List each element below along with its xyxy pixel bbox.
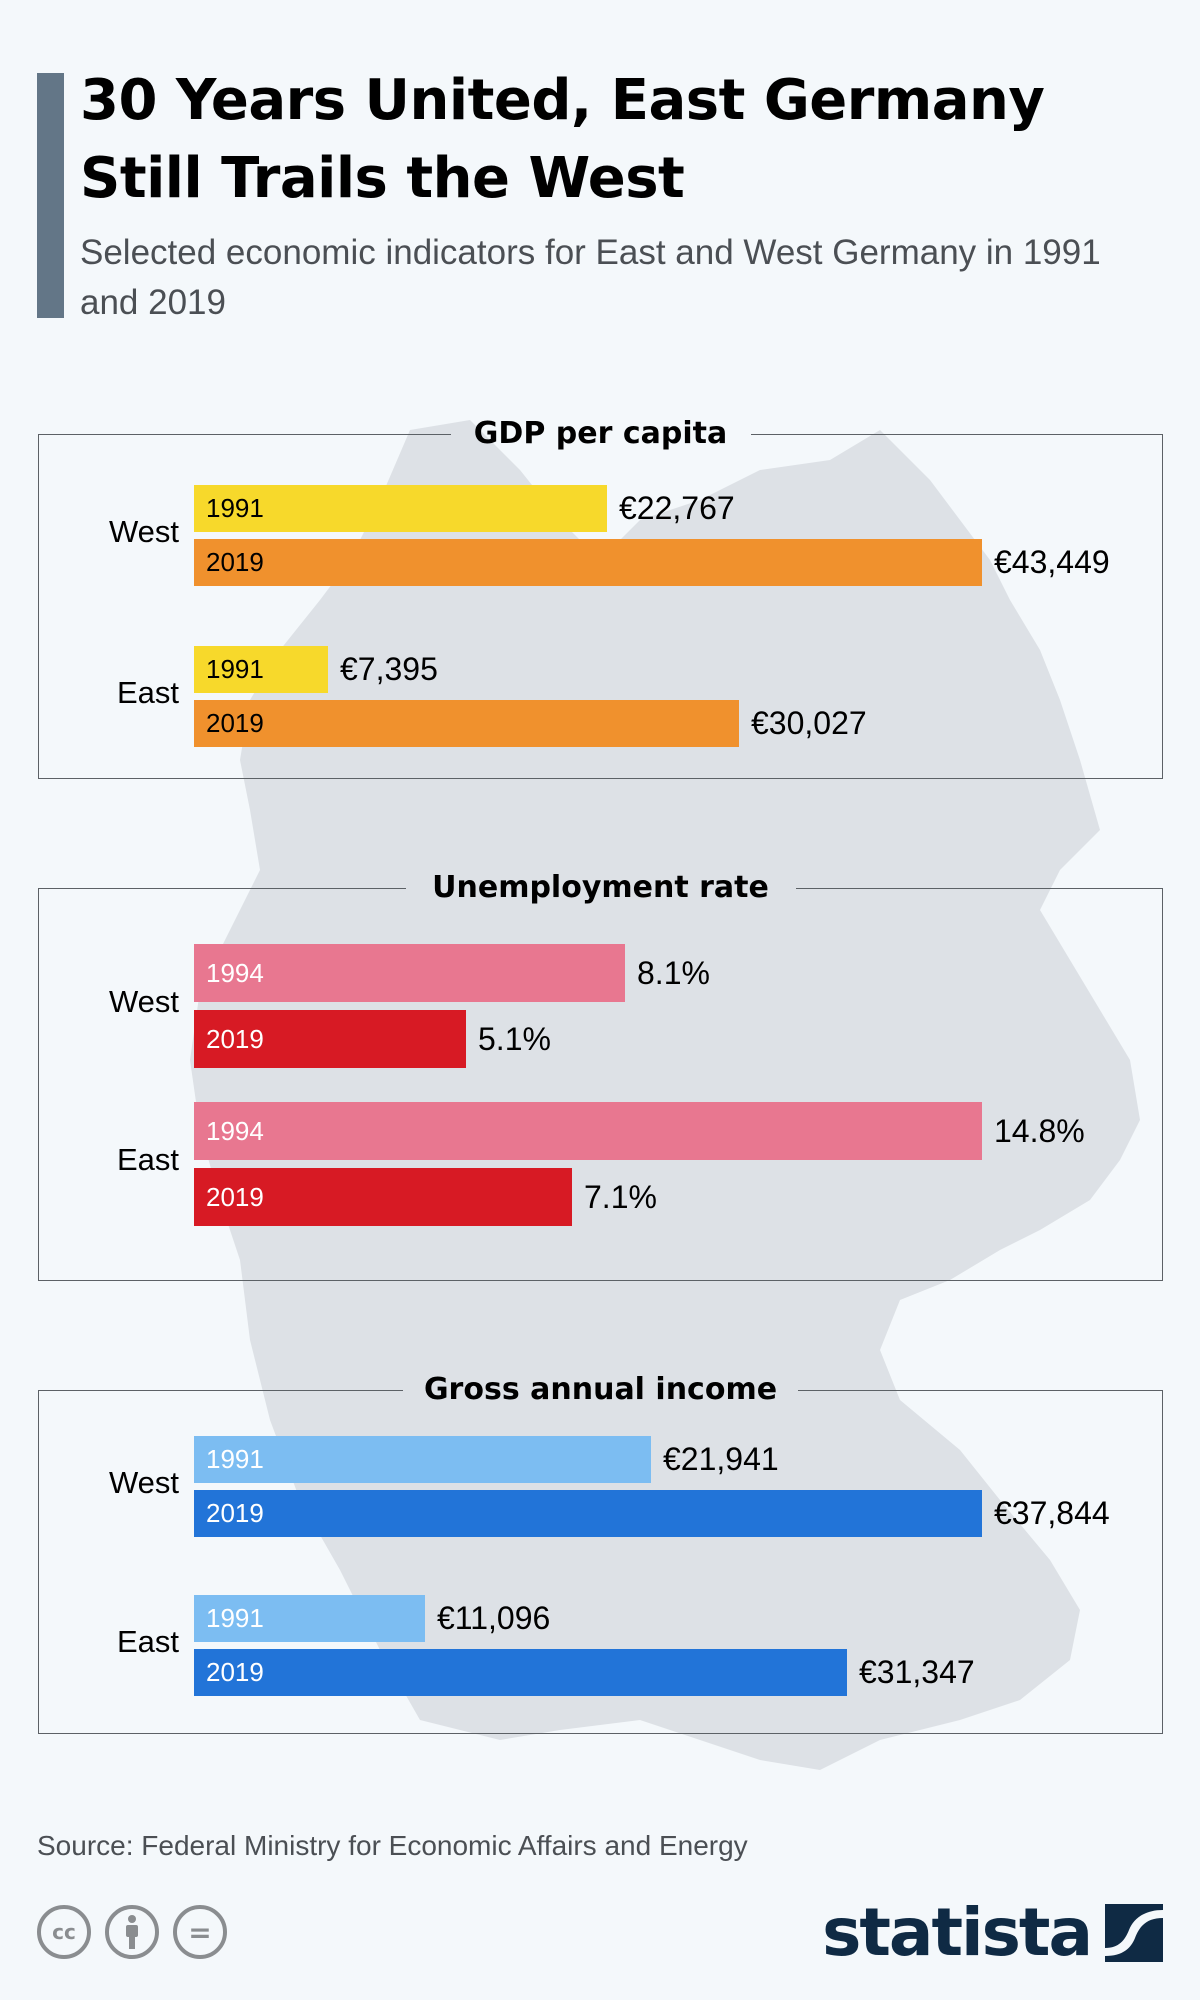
bar-year-label: 2019 bbox=[206, 1182, 264, 1212]
group-label-west: West bbox=[108, 514, 179, 549]
source-note: Source: Federal Ministry for Economic Af… bbox=[37, 1830, 748, 1861]
panel-top-border-left bbox=[38, 1390, 403, 1391]
title-accent-bar bbox=[37, 73, 64, 318]
group-label-east: East bbox=[116, 1624, 179, 1659]
bar-year-label: 2019 bbox=[206, 547, 264, 577]
bar-year-label: 1994 bbox=[206, 1116, 264, 1146]
no-derivatives-icon[interactable]: = bbox=[173, 1905, 227, 1959]
panel-title: Gross annual income bbox=[423, 1372, 778, 1407]
statista-mark-icon bbox=[1105, 1904, 1163, 1962]
bar-east-1991: 1991 bbox=[194, 1595, 425, 1642]
bar-year-label: 2019 bbox=[206, 1498, 264, 1528]
panel-title: GDP per capita bbox=[473, 416, 728, 451]
bar-value-label: €30,027 bbox=[751, 705, 867, 741]
bar-value-label: €22,767 bbox=[619, 490, 735, 526]
bar-value-label: €43,449 bbox=[994, 544, 1110, 580]
bar-west-2019: 2019 bbox=[194, 1010, 466, 1068]
bar-east-2019: 2019 bbox=[194, 1649, 847, 1696]
bar-year-label: 1991 bbox=[206, 1444, 264, 1474]
statista-logo[interactable]: statista bbox=[822, 1897, 1163, 1969]
bar-value-label: €7,395 bbox=[340, 651, 438, 687]
bar-year-label: 1991 bbox=[206, 493, 264, 523]
bar-value-label: 5.1% bbox=[478, 1021, 551, 1057]
bar-year-label: 1991 bbox=[206, 1603, 264, 1633]
license-icons: cc = bbox=[37, 1905, 227, 1959]
panel-top-border-left bbox=[38, 434, 451, 435]
group-label-west: West bbox=[108, 984, 179, 1019]
person-glyph bbox=[126, 1915, 138, 1949]
attribution-icon[interactable] bbox=[105, 1905, 159, 1959]
panel-top-border-right bbox=[798, 1390, 1163, 1391]
bar-year-label: 2019 bbox=[206, 708, 264, 738]
bar-year-label: 2019 bbox=[206, 1657, 264, 1687]
panel-top-border-right bbox=[795, 888, 1163, 889]
bar-value-label: 14.8% bbox=[994, 1113, 1085, 1149]
bar-year-label: 1991 bbox=[206, 654, 264, 684]
bar-west-1991: 1991 bbox=[194, 485, 607, 532]
panel-top-border-right bbox=[750, 434, 1163, 435]
chart-title: 30 Years United, East Germany Still Trai… bbox=[80, 68, 1045, 211]
panel-unemployment-rate: Unemployment rate West 1994 8.1% 2019 5.1% Eas… bbox=[38, 870, 1163, 1281]
bar-year-label: 1994 bbox=[206, 958, 264, 988]
bar-value-label: €21,941 bbox=[663, 1441, 779, 1477]
panel-top-border-left bbox=[38, 888, 406, 889]
cc-icon[interactable]: cc bbox=[37, 1905, 91, 1959]
bar-east-2019: 2019 bbox=[194, 700, 739, 747]
bar-value-label: 8.1% bbox=[637, 955, 710, 991]
bar-value-label: 7.1% bbox=[584, 1179, 657, 1215]
cc-icon-label: cc bbox=[52, 1920, 76, 1944]
panel-gross-annual-income: Gross annual income West 1991 €21,941 2019 €3… bbox=[38, 1372, 1163, 1734]
bar-west-1994: 1994 bbox=[194, 944, 625, 1002]
bar-east-1991: 1991 bbox=[194, 646, 328, 693]
bar-west-2019: 2019 bbox=[194, 1490, 982, 1537]
bar-east-2019: 2019 bbox=[194, 1168, 572, 1226]
bar-year-label: 2019 bbox=[206, 1024, 264, 1054]
group-label-east: East bbox=[116, 1142, 179, 1177]
group-label-west: West bbox=[108, 1465, 179, 1500]
nd-icon-label: = bbox=[188, 1915, 212, 1949]
logo-text: statista bbox=[822, 1894, 1093, 1971]
bar-value-label: €37,844 bbox=[994, 1495, 1110, 1531]
chart-subtitle: Selected economic indicators for East an… bbox=[80, 233, 1101, 322]
bar-west-1991: 1991 bbox=[194, 1436, 651, 1483]
bar-value-label: €11,096 bbox=[437, 1600, 551, 1636]
bar-value-label: €31,347 bbox=[859, 1654, 975, 1690]
panel-gdp-per-capita: GDP per capita West 1991 €22,767 2019 €43,449… bbox=[38, 416, 1163, 779]
panel-title: Unemployment rate bbox=[432, 870, 769, 905]
bar-west-2019: 2019 bbox=[194, 539, 982, 586]
bar-east-1994: 1994 bbox=[194, 1102, 982, 1160]
group-label-east: East bbox=[116, 675, 179, 710]
